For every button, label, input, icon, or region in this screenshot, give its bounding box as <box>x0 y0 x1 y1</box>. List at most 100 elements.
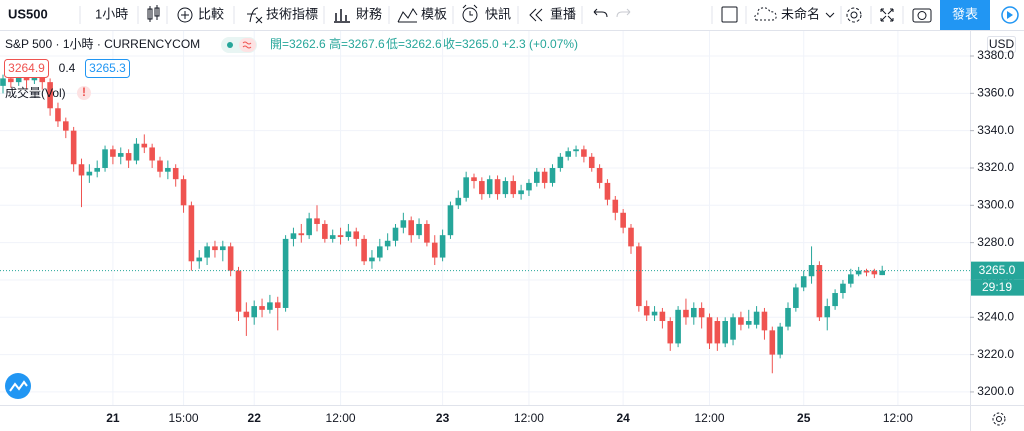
symbol[interactable]: US500 <box>8 6 48 21</box>
candle-body <box>282 238 289 308</box>
settings-icon[interactable] <box>846 7 862 23</box>
financials-icon[interactable] <box>334 9 350 23</box>
candle-body <box>659 311 666 322</box>
candle-body <box>345 231 352 238</box>
candle-body <box>361 238 367 262</box>
bid[interactable]: 3264.9 <box>8 61 45 75</box>
candle-body <box>424 223 430 243</box>
current-price-box <box>971 261 1024 280</box>
candle-body <box>220 246 226 251</box>
x-tick-label: 22 <box>248 411 262 425</box>
candle-body <box>565 151 571 157</box>
candle-body <box>149 147 155 161</box>
financials[interactable]: 財務 <box>356 6 382 21</box>
candle-body <box>722 321 728 344</box>
templates[interactable]: 模板 <box>421 6 447 21</box>
fullscreen-icon[interactable] <box>880 8 894 22</box>
candle-body <box>23 76 30 81</box>
snapshot-icon[interactable] <box>912 8 932 23</box>
indicators-icon[interactable] <box>247 7 263 24</box>
bid-box[interactable] <box>4 59 49 78</box>
layout-name[interactable]: 未命名 <box>781 6 820 21</box>
candle-body <box>196 257 203 262</box>
candle-body <box>628 227 634 247</box>
volume-legend: 成交量(Vol) <box>5 85 66 100</box>
grid <box>0 31 970 405</box>
axis-settings-icon[interactable] <box>992 412 1006 426</box>
alerts[interactable]: 快訊 <box>485 6 511 21</box>
chart-type-icon[interactable] <box>147 5 160 22</box>
ask[interactable]: 3265.3 <box>89 61 126 75</box>
publish-button[interactable] <box>940 0 990 30</box>
countdown-box <box>971 279 1024 296</box>
candle-body <box>322 223 328 239</box>
x-tick-label: 12:00 <box>883 411 913 425</box>
redo-icon[interactable] <box>616 8 631 18</box>
candle-body <box>447 205 454 236</box>
templates-icon[interactable] <box>397 8 418 23</box>
candle-body <box>840 283 846 294</box>
x-tick-label: 12:00 <box>694 411 724 425</box>
candle-body <box>675 309 681 344</box>
indicators[interactable]: 技術指標 <box>266 6 318 21</box>
compare[interactable]: 比較 <box>198 6 224 21</box>
candle-body <box>63 121 69 131</box>
candle-body <box>730 317 736 340</box>
cloud-icon[interactable] <box>754 7 777 21</box>
play-icon[interactable] <box>1001 6 1019 24</box>
candle-body <box>769 330 776 355</box>
candle-body <box>267 302 273 310</box>
candle-body <box>510 181 517 195</box>
candle-body <box>745 321 752 325</box>
toolbar <box>0 0 1024 30</box>
x-tick-label: 25 <box>797 411 811 425</box>
replay-icon[interactable] <box>529 8 543 22</box>
candle-body <box>549 167 556 183</box>
countdown: 29:19 <box>982 280 1012 294</box>
candle-body <box>785 307 791 327</box>
ask-box[interactable] <box>85 59 130 78</box>
candle-body <box>298 233 305 236</box>
candle-body <box>188 205 195 262</box>
legend-open: 開=3262.6 <box>270 37 326 51</box>
y-tick-label: 3380.0 <box>977 48 1014 62</box>
warning-badge[interactable] <box>77 86 91 100</box>
candle-body <box>479 181 485 195</box>
candle-body <box>47 82 53 109</box>
candle-body <box>329 235 336 239</box>
alerts-icon[interactable] <box>462 4 478 23</box>
compare-icon[interactable] <box>177 7 193 23</box>
candle-body <box>816 265 823 318</box>
warning[interactable]: ! <box>82 85 86 99</box>
currency-box[interactable] <box>987 36 1016 53</box>
candle-body <box>793 287 799 308</box>
candle-body <box>0 78 6 86</box>
candle-body <box>455 197 462 206</box>
candle-body <box>636 246 642 307</box>
candle-body <box>235 270 242 312</box>
candle-body <box>86 171 93 176</box>
candles <box>0 67 885 374</box>
candle-body <box>777 326 783 355</box>
candle-body <box>800 276 807 288</box>
layout-icon[interactable] <box>721 6 738 23</box>
undo-icon[interactable] <box>593 8 608 18</box>
replay[interactable]: 重播 <box>550 6 576 21</box>
candle-body <box>212 246 218 251</box>
y-tick-label: 3240.0 <box>977 309 1014 323</box>
publish[interactable]: 發表 <box>952 6 978 21</box>
legend-close: 收=3265.0 <box>443 37 499 51</box>
interval[interactable]: 1小時 <box>95 6 128 21</box>
logo[interactable] <box>5 373 31 399</box>
x-tick-label: 24 <box>616 411 630 425</box>
candle-body <box>824 306 831 318</box>
market-status <box>221 37 257 53</box>
candle-body <box>141 143 148 148</box>
candle-body <box>259 306 265 310</box>
x-tick-label: 12:00 <box>514 411 544 425</box>
candle-body <box>573 149 579 152</box>
candle-body <box>808 265 815 277</box>
candle-body <box>337 235 344 238</box>
